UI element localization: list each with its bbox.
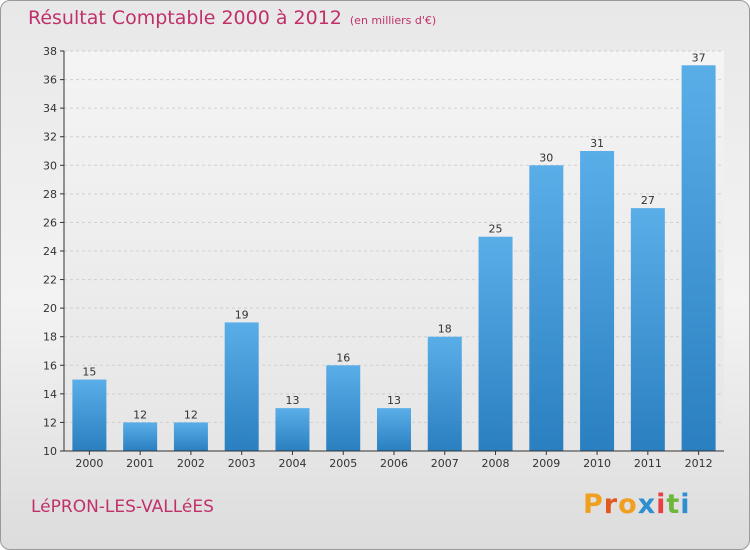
bar-value-label: 37 xyxy=(692,51,706,64)
x-tick-label: 2000 xyxy=(75,457,103,470)
bar xyxy=(377,408,411,451)
y-tick-label: 26 xyxy=(43,216,57,229)
logo-letter: P xyxy=(583,489,604,520)
bar-value-label: 18 xyxy=(438,323,452,336)
bar-value-label: 16 xyxy=(336,351,350,364)
x-tick-label: 2012 xyxy=(685,457,713,470)
bar-value-label: 19 xyxy=(235,308,249,321)
chart-subtitle: (en milliers d'€) xyxy=(349,14,437,27)
bar-value-label: 12 xyxy=(184,408,198,421)
bar-value-label: 25 xyxy=(489,223,503,236)
bar xyxy=(580,151,615,451)
x-tick-label: 2008 xyxy=(482,457,510,470)
bar-value-label: 27 xyxy=(641,194,655,207)
logo-letter: i xyxy=(680,489,691,520)
y-tick-label: 22 xyxy=(43,274,57,287)
bar xyxy=(173,422,208,451)
bar-value-label: 31 xyxy=(590,137,604,150)
chart-title: Résultat Comptable 2000 à 2012 (en millie… xyxy=(28,7,436,29)
y-tick-label: 16 xyxy=(43,359,57,372)
y-tick-label: 20 xyxy=(43,302,57,315)
logo-letter: x xyxy=(637,489,657,520)
town-name: LéPRON-LES-VALLéES xyxy=(31,497,214,517)
axes: 10 12 14 16 18 20 22 24 26 28 30 32 34 36 38 2000 2001 20… xyxy=(43,45,724,470)
bar-value-label: 13 xyxy=(387,394,401,407)
y-tick-label: 32 xyxy=(43,131,57,144)
bar xyxy=(630,208,665,451)
x-tick-label: 2001 xyxy=(126,457,154,470)
x-tick-label: 2005 xyxy=(329,457,357,470)
x-tick-label: 2002 xyxy=(177,457,205,470)
bar-value-label: 12 xyxy=(133,408,147,421)
bar xyxy=(275,408,310,451)
bar-value-label: 13 xyxy=(285,394,299,407)
chart-title-text: Résultat Comptable 2000 à 2012 xyxy=(28,7,342,29)
y-tick-label: 30 xyxy=(43,159,57,172)
x-tick-label: 2004 xyxy=(278,457,306,470)
x-tick-label: 2010 xyxy=(583,457,611,470)
bar-value-label: 15 xyxy=(82,366,96,379)
y-tick-label: 36 xyxy=(43,74,57,87)
y-tick-label: 28 xyxy=(43,188,57,201)
x-tick-label: 2006 xyxy=(380,457,408,470)
logo-letter: r xyxy=(603,489,619,520)
bars: 15 12 12 19 13 16 13 18 25 30 31 27 37 xyxy=(72,51,716,452)
bar xyxy=(529,165,564,452)
y-tick-label: 38 xyxy=(43,45,57,58)
y-tick-label: 12 xyxy=(43,416,57,429)
bar xyxy=(224,322,259,451)
bar xyxy=(72,379,107,451)
bar xyxy=(478,236,513,451)
y-tick-label: 34 xyxy=(43,102,57,115)
bar-value-label: 30 xyxy=(539,151,553,164)
x-tick-label: 2007 xyxy=(431,457,459,470)
y-tick-label: 10 xyxy=(43,445,57,458)
x-tick-label: 2009 xyxy=(532,457,560,470)
proxiti-logo: Proxiti xyxy=(583,489,691,520)
logo-letter: i xyxy=(656,489,667,520)
y-tick-label: 18 xyxy=(43,331,57,344)
grid-lines xyxy=(64,50,724,452)
bar xyxy=(326,365,361,451)
x-tick-label: 2003 xyxy=(228,457,256,470)
logo-letter: o xyxy=(618,489,638,520)
bar xyxy=(681,65,716,452)
logo-letter: t xyxy=(666,489,681,520)
bar xyxy=(123,422,158,451)
y-tick-label: 14 xyxy=(43,388,57,401)
y-tick-label: 24 xyxy=(43,245,57,258)
bar xyxy=(427,336,462,451)
x-tick-label: 2011 xyxy=(634,457,662,470)
